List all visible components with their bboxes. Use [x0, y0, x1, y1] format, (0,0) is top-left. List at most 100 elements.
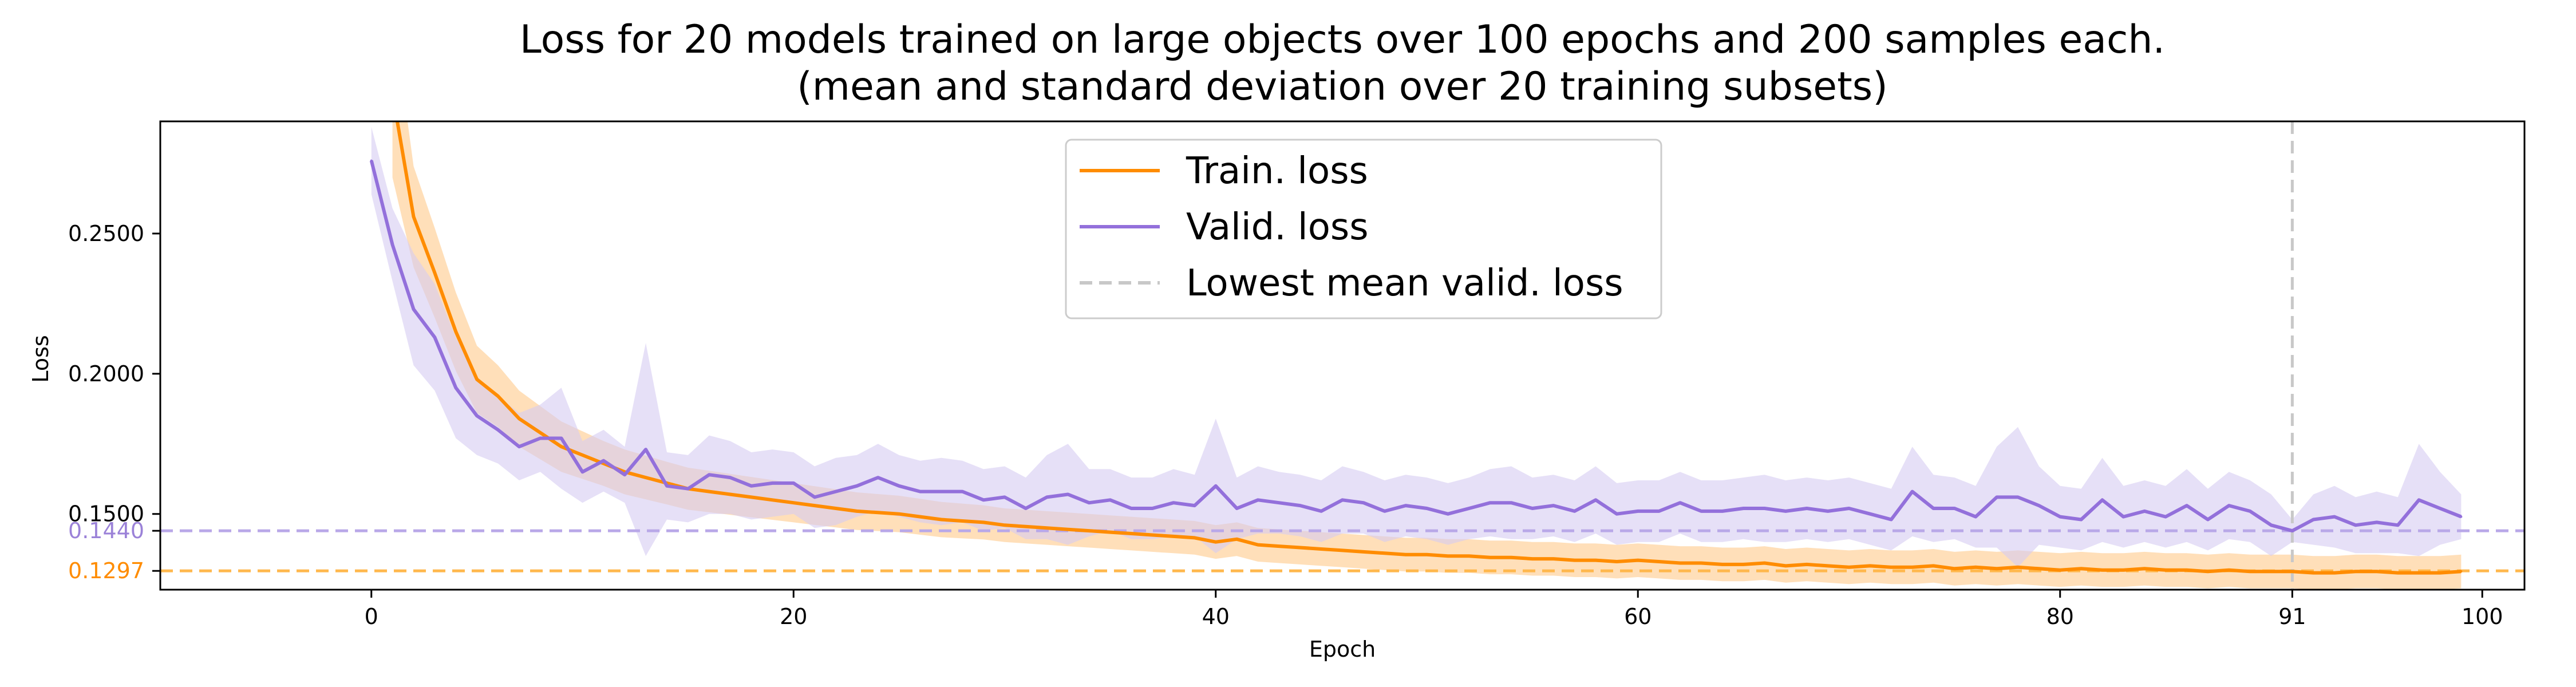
data-point-valid [898, 484, 900, 487]
data-point-valid [391, 243, 394, 246]
data-point-valid [1130, 507, 1133, 510]
data-point-train [750, 496, 753, 499]
data-point-train [1278, 545, 1281, 548]
data-point-train [835, 507, 837, 510]
data-point-valid [2312, 518, 2315, 521]
data-point-train [2460, 570, 2463, 573]
data-point-train [2396, 571, 2399, 574]
data-point-valid [645, 448, 647, 451]
data-point-train [2143, 567, 2146, 570]
data-point-valid [2249, 510, 2251, 512]
data-point-train [517, 417, 520, 420]
data-point-train [1109, 531, 1112, 534]
data-point-valid [539, 437, 542, 440]
data-point-train [1953, 567, 1956, 570]
data-point-train [2017, 566, 2019, 568]
data-point-train [1637, 559, 1639, 562]
data-point-valid [2017, 496, 2019, 499]
data-point-valid [2059, 515, 2061, 518]
data-point-train [813, 504, 816, 507]
data-point-train [1045, 527, 1048, 530]
data-point-valid [1024, 507, 1027, 510]
data-point-valid [1552, 504, 1555, 507]
data-point-train [2164, 568, 2167, 571]
data-point-train [412, 215, 415, 218]
data-point-valid [1911, 490, 1914, 493]
data-point-valid [1489, 502, 1492, 504]
data-point-train [792, 502, 795, 504]
data-point-valid [1615, 512, 1618, 515]
data-point-valid [623, 473, 626, 476]
data-point-train [2249, 570, 2251, 573]
data-point-valid [2270, 524, 2273, 527]
data-point-train [1151, 534, 1154, 536]
data-point-train [1827, 564, 1830, 567]
data-point-train [1805, 563, 1808, 566]
data-point-train [1383, 552, 1386, 555]
data-point-train [1341, 549, 1344, 552]
data-point-valid [1742, 507, 1745, 510]
data-point-valid [2396, 524, 2399, 527]
data-point-valid [1784, 510, 1787, 512]
data-point-valid [1974, 515, 1977, 518]
data-point-train [1974, 566, 1977, 568]
y-tick-label: 0.2000 [68, 361, 144, 386]
data-point-valid [1172, 502, 1175, 504]
data-point-valid [1573, 510, 1576, 512]
data-point-valid [2101, 499, 2104, 502]
std-band-valid [371, 127, 2462, 567]
data-point-train [455, 330, 457, 333]
data-point-train [729, 493, 732, 496]
data-point-train [1257, 543, 1259, 546]
data-point-valid [2460, 515, 2463, 518]
data-point-train [1594, 559, 1597, 562]
data-point-train [476, 378, 479, 381]
data-point-train [1172, 535, 1175, 538]
data-point-valid [1299, 504, 1302, 507]
data-point-valid [497, 428, 499, 431]
data-point-valid [1827, 510, 1830, 512]
data-point-train [855, 510, 858, 512]
data-point-train [1573, 559, 1576, 562]
data-point-train [2312, 571, 2315, 574]
x-tick-label: 40 [1202, 604, 1230, 629]
data-point-train [982, 521, 985, 524]
data-point-valid [666, 484, 668, 487]
data-point-valid [476, 414, 479, 417]
data-point-train [2227, 568, 2230, 571]
data-point-valid [2333, 515, 2336, 518]
data-point-valid [433, 336, 436, 339]
data-point-valid [1531, 507, 1534, 510]
data-point-train [497, 395, 499, 398]
data-point-valid [686, 487, 689, 490]
data-point-train [708, 490, 710, 493]
data-point-valid [1214, 484, 1217, 487]
data-point-train [898, 512, 900, 515]
legend: Train. loss Valid. loss Lowest mean valid.… [1065, 139, 1662, 319]
axes-frame [159, 120, 2526, 591]
data-point-train [1700, 562, 1702, 564]
data-point-train [1763, 562, 1766, 564]
data-point-valid [2206, 518, 2209, 521]
data-point-train [1299, 546, 1302, 549]
data-point-valid [729, 476, 732, 479]
chart-title-line2: (mean and standard deviation over 20 tra… [797, 64, 1887, 109]
data-point-valid [560, 437, 563, 440]
x-tick-label: 80 [2046, 604, 2074, 629]
data-point-valid [855, 484, 858, 487]
data-point-valid [1404, 504, 1407, 507]
data-point-train [1066, 528, 1069, 531]
data-point-valid [835, 490, 837, 493]
data-point-valid [1953, 507, 1956, 510]
data-point-valid [602, 459, 605, 462]
data-point-train [1489, 556, 1492, 559]
data-point-valid [1594, 499, 1597, 502]
data-point-valid [1235, 507, 1238, 510]
data-point-train [1911, 566, 1914, 568]
x-tick-label: 100 [2462, 604, 2503, 629]
x-tick-label: 0 [365, 604, 378, 629]
data-point-train [1510, 556, 1512, 559]
legend-label: Lowest mean valid. loss [1186, 262, 1623, 305]
data-point-train [2375, 570, 2378, 573]
